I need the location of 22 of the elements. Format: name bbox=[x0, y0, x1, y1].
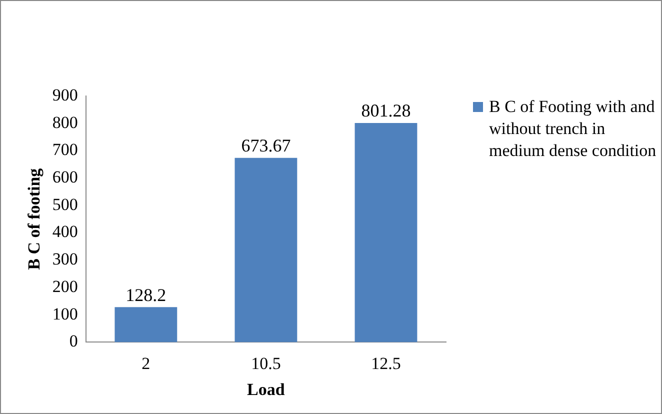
data-label: 128.2 bbox=[126, 284, 166, 305]
y-tick-label: 100 bbox=[52, 304, 78, 324]
y-tick-label: 300 bbox=[52, 250, 78, 269]
x-tick-label: 12.5 bbox=[371, 354, 401, 373]
y-tick-label: 0 bbox=[69, 332, 78, 351]
y-tick-label: 600 bbox=[52, 168, 78, 187]
x-tick-label: 2 bbox=[142, 354, 150, 373]
y-tick-label: 900 bbox=[52, 85, 78, 104]
y-axis-title: B C of footing bbox=[24, 168, 44, 270]
x-axis-title: Load bbox=[247, 380, 286, 400]
bar bbox=[114, 307, 178, 342]
bar bbox=[354, 123, 418, 342]
data-label: 673.67 bbox=[241, 136, 291, 156]
y-tick-label: 500 bbox=[52, 194, 78, 214]
bar bbox=[234, 158, 298, 342]
y-tick-label: 800 bbox=[52, 112, 78, 132]
y-tick-label: 700 bbox=[52, 140, 78, 160]
legend-label: B C of Footing with and without trench in medium dense condition bbox=[489, 96, 658, 162]
y-tick-label: 400 bbox=[52, 222, 78, 242]
x-tick-label: 10.5 bbox=[251, 354, 281, 373]
y-tick-label: 200 bbox=[52, 276, 78, 296]
data-label: 801.28 bbox=[361, 100, 411, 121]
